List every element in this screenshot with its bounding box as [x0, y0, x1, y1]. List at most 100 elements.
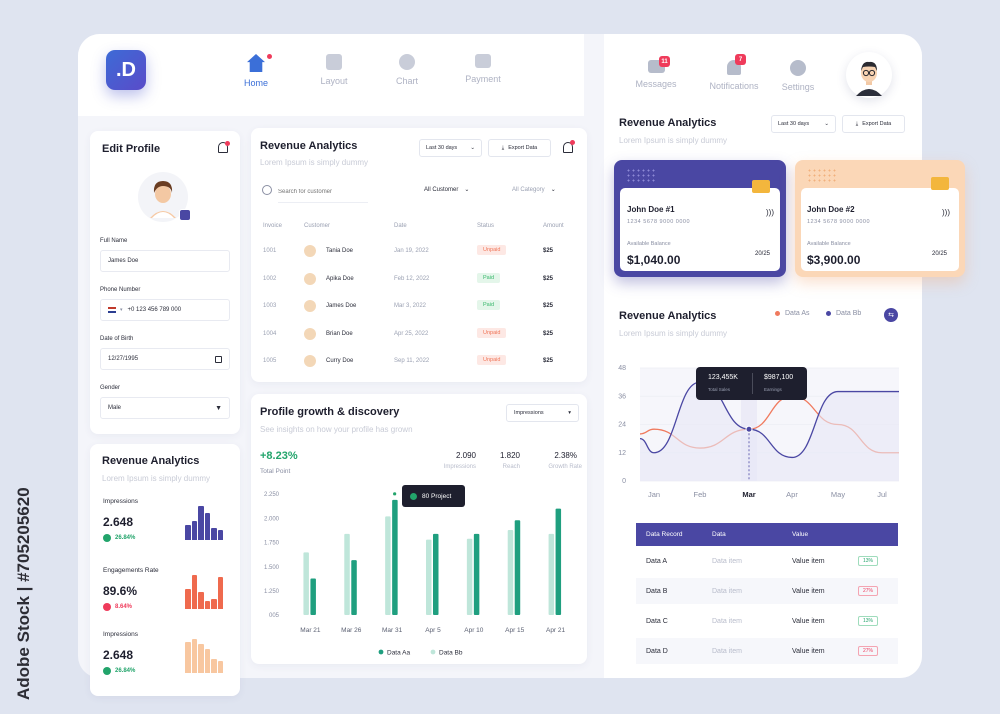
- y-tick-label: 1.250: [264, 589, 280, 595]
- y-tick-label: 12: [618, 450, 626, 457]
- settings-label: Settings: [781, 82, 815, 92]
- mini-bar: [198, 644, 204, 673]
- user-avatar[interactable]: [846, 52, 892, 98]
- data-cell: Data item: [712, 617, 742, 625]
- date-range-select[interactable]: Last 30 days ⌄: [419, 139, 482, 157]
- card-number: 1234 5678 9000 0000: [627, 219, 691, 225]
- right-date-range-select[interactable]: Last 30 days ⌄: [771, 115, 836, 133]
- kpi-growth-rate-value: 2.38%: [554, 451, 577, 460]
- customer-avatar: [304, 355, 316, 367]
- settings-button[interactable]: Settings: [768, 60, 828, 92]
- app-logo[interactable]: .D: [106, 50, 146, 90]
- nav-payment[interactable]: Payment: [453, 54, 513, 84]
- chevron-down-icon: ⌄: [824, 121, 829, 127]
- trend-up-tag: 13%: [858, 616, 879, 626]
- dob-field[interactable]: 12/27/1995: [100, 348, 230, 370]
- x-tick-label: Apr 5: [425, 627, 441, 634]
- notification-dot: [225, 141, 230, 146]
- card-balance: $1,040.00: [627, 253, 681, 267]
- col-header-customer: Customer: [304, 223, 331, 229]
- edit-avatar-button[interactable]: [179, 209, 191, 221]
- messages-count-badge: 11: [659, 56, 670, 67]
- category-filter[interactable]: All Category ⌄: [512, 186, 572, 193]
- nav-label: Layout: [320, 76, 348, 86]
- download-icon: ⤓: [855, 120, 859, 127]
- export-data-button[interactable]: ⤓ Export Data: [488, 139, 551, 157]
- x-tick-label: Apr 21: [546, 627, 566, 634]
- nav-chart[interactable]: Chart: [377, 54, 437, 86]
- nav-home[interactable]: Home: [226, 54, 286, 88]
- card-expiry: 20/25: [932, 251, 948, 257]
- col-header-data: Data: [712, 531, 726, 538]
- nav-indicator-dot: [267, 54, 272, 59]
- right-export-button[interactable]: ⤓ Export Data: [842, 115, 905, 133]
- notifications-label: Notifications: [709, 81, 759, 91]
- bar-data-aa: [310, 578, 316, 615]
- series-line: [639, 381, 899, 459]
- contactless-icon: ))): [766, 208, 774, 217]
- data-cell: Data item: [712, 557, 742, 565]
- customer-name[interactable]: Apika Doe: [326, 275, 354, 282]
- card-chip-icon: [931, 177, 949, 190]
- bell-icon[interactable]: [563, 142, 573, 153]
- credit-card-2[interactable]: John Doe #2 1234 5678 9000 0000 ))) Avai…: [795, 160, 965, 277]
- stat-label: Impressions: [103, 631, 139, 638]
- right-analytics-subtitle: Lorem Ipsum is simply dummy: [619, 136, 728, 145]
- customer-name[interactable]: Curry Doe: [326, 358, 354, 364]
- x-tick-label: Feb: [694, 490, 707, 499]
- record-cell: Data C: [646, 617, 668, 625]
- phone-field[interactable]: ▾ +0 123 456 789 000: [100, 299, 230, 321]
- messages-button[interactable]: Messages 11: [626, 56, 686, 89]
- mini-bar: [191, 521, 197, 540]
- value-cell: Value item: [792, 647, 825, 655]
- nav-layout[interactable]: Layout: [304, 54, 364, 86]
- left-analytics-card: [90, 444, 240, 696]
- table-row[interactable]: Data B Data item Value item 27%: [636, 578, 898, 604]
- dob-label: Date of Birth: [100, 336, 134, 342]
- mini-bar: [204, 649, 210, 673]
- table-row[interactable]: Data C Data item Value item 13%: [636, 608, 898, 634]
- notifications-button[interactable]: Notifications 7: [703, 54, 765, 91]
- bar-data-aa: [392, 499, 398, 615]
- gender-select[interactable]: Male ▼: [100, 397, 230, 419]
- customer-name[interactable]: James Doe: [326, 303, 357, 309]
- mini-bar: [211, 598, 217, 609]
- growth-subtitle: See insights on how your profile has gro…: [260, 425, 413, 434]
- table-row[interactable]: Data D Data item Value item 27%: [636, 638, 898, 664]
- line-chart-title: Revenue Analytics: [619, 310, 717, 322]
- x-tick-label: Mar 26: [341, 627, 362, 634]
- line-chart-subtitle: Lorem Ipsum is simply dummy: [619, 329, 728, 338]
- dob-value: 12/27/1995: [108, 356, 139, 362]
- status-badge: Unpaid: [477, 355, 507, 365]
- contactless-icon: ))): [942, 208, 950, 217]
- legend-swatch: [430, 649, 436, 655]
- y-tick-label: 24: [618, 422, 626, 429]
- search-input[interactable]: [278, 181, 368, 203]
- profile-avatar-illustration: [150, 181, 176, 218]
- calendar-icon[interactable]: [215, 355, 222, 363]
- credit-card-1[interactable]: John Doe #1 1234 5678 9000 0000 ))) Avai…: [614, 160, 786, 277]
- full-name-label: Full Name: [100, 238, 128, 244]
- full-name-field[interactable]: James Doe: [100, 250, 230, 272]
- stat-label: Impressions: [103, 498, 139, 505]
- swap-icon[interactable]: ⇆: [884, 308, 898, 322]
- nav-label: Home: [243, 78, 268, 88]
- metric-select[interactable]: Impressions ▾: [506, 404, 579, 422]
- table-row[interactable]: Data A Data item Value item 13%: [636, 548, 898, 574]
- customer-filter[interactable]: All Customer ⌄: [424, 186, 484, 193]
- bell-icon[interactable]: [218, 142, 228, 153]
- bar-data-bb: [303, 552, 309, 615]
- nav-label: Payment: [465, 74, 501, 84]
- phone-value: +0 123 456 789 000: [127, 307, 182, 313]
- kpi-impressions-label: Impressions: [443, 464, 476, 470]
- bar-data-bb: [426, 539, 432, 615]
- stat-value: 2.648: [103, 648, 134, 662]
- highlight-point: [745, 425, 753, 433]
- value-cell: Value item: [792, 557, 825, 565]
- trend-up-tag: 13%: [858, 556, 879, 566]
- balance-label: Available Balance: [807, 241, 851, 247]
- customer-name[interactable]: Brian Doe: [326, 330, 353, 337]
- customer-name[interactable]: Tania Doe: [326, 248, 354, 254]
- kpi-reach-label: Reach: [502, 464, 520, 470]
- record-cell: Data B: [646, 587, 668, 595]
